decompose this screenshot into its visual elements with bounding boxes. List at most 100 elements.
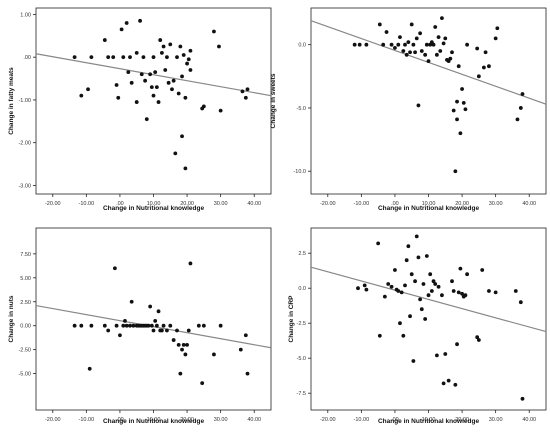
- y-tick-label: 0.00: [20, 324, 31, 330]
- data-point: [440, 293, 444, 298]
- data-point: [243, 333, 248, 338]
- data-point: [518, 106, 523, 110]
- y-tick-label: -5.0: [297, 106, 306, 112]
- x-tick-label: 40.00: [522, 201, 536, 207]
- data-point: [114, 83, 119, 87]
- y-tick-label: 1.00: [20, 12, 31, 18]
- x-tick-label: -20.00: [45, 417, 61, 423]
- data-point: [455, 342, 459, 347]
- data-point: [181, 342, 186, 347]
- x-tick-label: 10.00: [147, 201, 161, 207]
- data-point: [403, 42, 407, 47]
- data-point: [520, 396, 525, 401]
- data-point: [153, 70, 158, 75]
- data-point: [188, 261, 193, 266]
- x-tick-label: 20.00: [180, 417, 194, 423]
- data-point: [475, 46, 480, 51]
- data-point: [404, 52, 409, 57]
- data-point: [106, 328, 111, 333]
- x-tick-label: 30.00: [489, 417, 503, 423]
- data-point: [163, 68, 168, 72]
- x-tick-label: 40.00: [247, 417, 261, 423]
- data-point: [178, 44, 183, 49]
- data-point: [171, 338, 176, 342]
- data-point: [455, 117, 459, 122]
- data-point: [118, 333, 122, 338]
- data-point: [356, 286, 360, 291]
- data-point: [398, 35, 402, 40]
- data-point: [413, 50, 417, 55]
- data-point: [121, 323, 126, 328]
- data-point: [418, 31, 423, 36]
- data-point: [173, 151, 178, 156]
- x-axis-label: Change in Nutritional knowledge: [378, 418, 480, 425]
- data-point: [411, 359, 416, 363]
- data-point: [458, 266, 463, 271]
- y-tick-label: -7.5: [297, 391, 306, 397]
- data-point: [245, 87, 250, 92]
- data-point: [180, 134, 184, 139]
- data-point: [429, 289, 434, 293]
- x-tick-label: -10.00: [354, 201, 370, 207]
- data-point: [121, 55, 126, 60]
- data-point: [134, 100, 139, 104]
- data-point: [428, 272, 433, 277]
- data-point: [406, 244, 411, 249]
- data-point: [158, 38, 163, 42]
- data-point: [128, 55, 132, 60]
- data-point: [443, 352, 448, 356]
- x-tick-label: -20.00: [45, 201, 61, 207]
- data-point: [154, 323, 159, 328]
- x-tick-label: -10.00: [79, 417, 95, 423]
- data-point: [418, 297, 423, 302]
- y-axis-label: Change in sweets: [270, 73, 277, 128]
- data-point: [401, 49, 406, 53]
- data-point: [119, 27, 124, 32]
- data-point: [487, 64, 491, 69]
- y-tick-label: -1.00: [18, 98, 31, 104]
- data-point: [414, 36, 419, 41]
- data-point: [434, 52, 439, 57]
- data-point: [493, 290, 498, 295]
- data-point: [138, 18, 142, 23]
- data-point: [389, 284, 394, 289]
- data-point: [170, 87, 174, 92]
- x-tick-label: .00: [391, 417, 399, 423]
- x-axis-label: Change in Nutritional knowledge: [103, 205, 205, 212]
- data-point: [171, 78, 176, 83]
- data-point: [441, 41, 446, 46]
- data-point: [463, 293, 468, 298]
- x-tick-label: 20.00: [455, 417, 469, 423]
- data-point: [128, 323, 132, 328]
- data-point: [443, 36, 448, 41]
- data-point: [183, 352, 188, 357]
- x-tick-label: -20.00: [320, 417, 336, 423]
- data-point: [144, 117, 149, 122]
- data-point: [401, 333, 406, 338]
- data-point: [413, 279, 417, 284]
- data-point: [404, 258, 409, 263]
- data-point: [476, 338, 481, 342]
- data-point: [461, 100, 466, 105]
- x-axis-label: Change in Nutritional knowledge: [103, 418, 205, 425]
- data-point: [168, 323, 173, 328]
- data-point: [451, 289, 456, 293]
- data-point: [188, 48, 193, 53]
- data-point: [218, 323, 223, 328]
- data-point: [455, 99, 459, 104]
- data-point: [72, 55, 77, 60]
- y-tick-label: -10.0: [293, 169, 306, 175]
- data-point: [451, 108, 456, 113]
- data-point: [180, 74, 184, 79]
- data-point: [111, 55, 116, 60]
- data-point: [458, 131, 463, 136]
- data-point: [465, 272, 470, 277]
- data-point: [406, 40, 411, 45]
- x-tick-label: 20.00: [180, 201, 194, 207]
- data-point: [399, 290, 404, 295]
- data-point: [396, 289, 401, 293]
- data-point: [463, 107, 468, 112]
- data-point: [465, 42, 470, 47]
- data-point: [212, 352, 216, 357]
